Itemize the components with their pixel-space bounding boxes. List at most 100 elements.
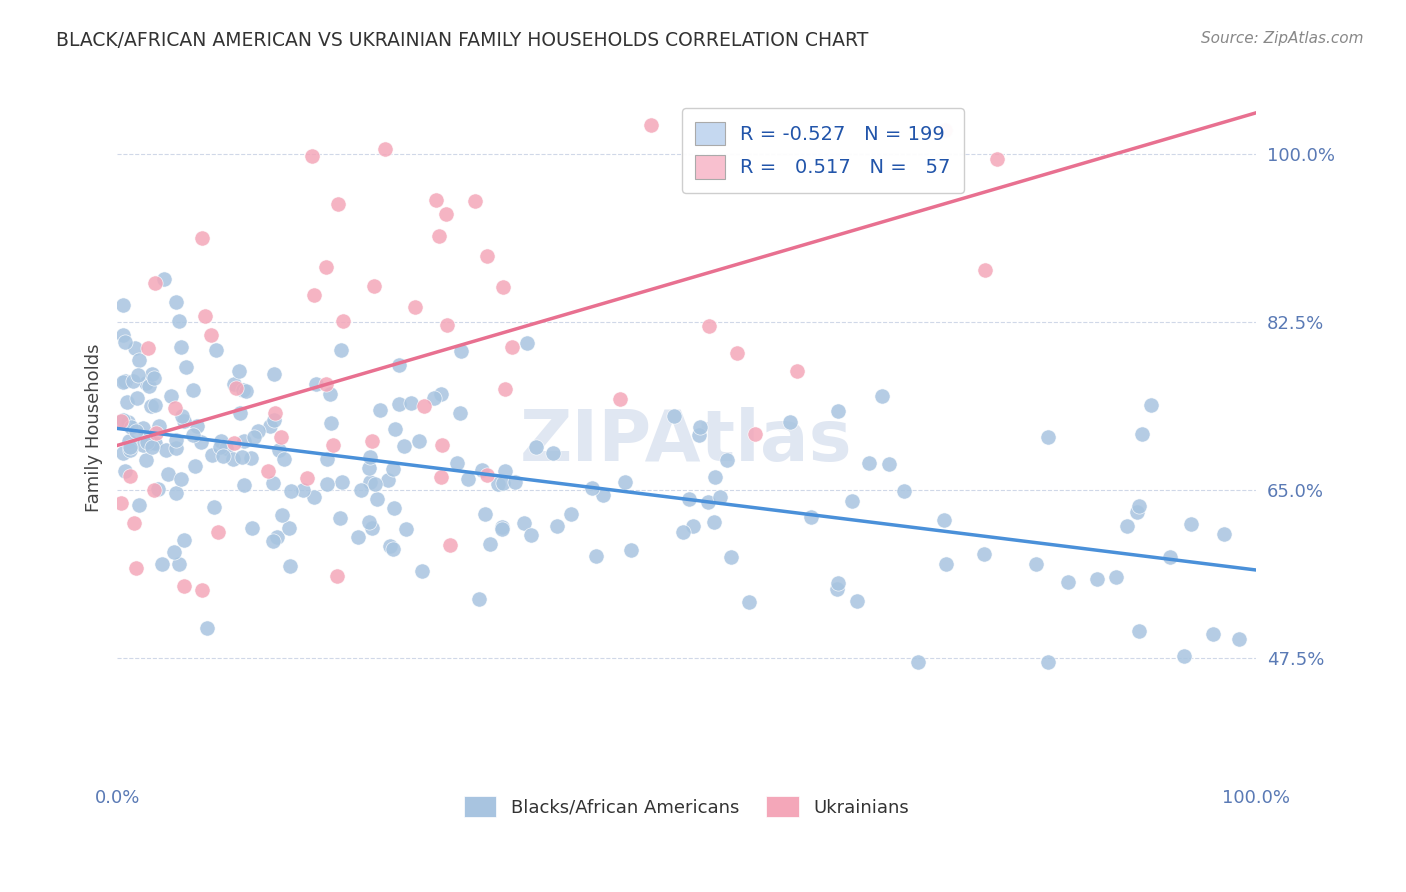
Point <box>263 413 285 427</box>
Point <box>173 579 195 593</box>
Point <box>145 425 167 440</box>
Text: ZIPAtlas: ZIPAtlas <box>520 407 852 476</box>
Point <box>384 422 406 436</box>
Point <box>893 483 915 498</box>
Point <box>146 483 169 497</box>
Point <box>471 462 494 476</box>
Point <box>110 414 132 428</box>
Point <box>800 510 823 524</box>
Point <box>846 594 869 608</box>
Point <box>688 428 710 442</box>
Point <box>1105 570 1128 584</box>
Point <box>366 491 388 506</box>
Point <box>361 521 384 535</box>
Point <box>786 364 808 378</box>
Point <box>143 370 166 384</box>
Point <box>122 516 145 530</box>
Point <box>165 433 187 447</box>
Point <box>143 398 166 412</box>
Point <box>491 522 513 536</box>
Point <box>263 406 285 420</box>
Point <box>450 343 472 358</box>
Point <box>427 229 450 244</box>
Point <box>125 424 148 438</box>
Point <box>120 420 142 434</box>
Point <box>368 402 391 417</box>
Point <box>319 416 342 430</box>
Point <box>1140 398 1163 412</box>
Point <box>872 389 894 403</box>
Point <box>474 507 496 521</box>
Point <box>513 516 536 531</box>
Point <box>315 260 337 274</box>
Point <box>135 453 157 467</box>
Point <box>170 473 193 487</box>
Point <box>682 518 704 533</box>
Point <box>516 336 538 351</box>
Point <box>190 231 212 245</box>
Point <box>186 418 208 433</box>
Point <box>374 142 396 156</box>
Point <box>114 375 136 389</box>
Point <box>1159 549 1181 564</box>
Point <box>716 453 738 467</box>
Point <box>228 364 250 378</box>
Point <box>446 456 468 470</box>
Point <box>720 550 742 565</box>
Point <box>592 488 614 502</box>
Point <box>111 328 134 343</box>
Point <box>117 395 139 409</box>
Point <box>181 428 204 442</box>
Point <box>277 521 299 535</box>
Point <box>128 499 150 513</box>
Point <box>935 557 957 571</box>
Point <box>318 386 340 401</box>
Point <box>359 475 381 489</box>
Point <box>432 438 454 452</box>
Point <box>1116 519 1139 533</box>
Point <box>170 340 193 354</box>
Text: BLACK/AFRICAN AMERICAN VS UKRAINIAN FAMILY HOUSEHOLDS CORRELATION CHART: BLACK/AFRICAN AMERICAN VS UKRAINIAN FAMI… <box>56 31 869 50</box>
Point <box>359 450 381 465</box>
Point <box>246 424 269 438</box>
Point <box>492 475 515 490</box>
Point <box>111 413 134 427</box>
Point <box>439 538 461 552</box>
Point <box>382 500 405 515</box>
Point <box>136 434 159 449</box>
Point <box>163 401 186 415</box>
Point <box>301 149 323 163</box>
Point <box>201 448 224 462</box>
Point <box>404 300 426 314</box>
Point <box>143 276 166 290</box>
Point <box>302 288 325 302</box>
Point <box>259 419 281 434</box>
Point <box>399 396 422 410</box>
Point <box>430 387 453 401</box>
Point <box>1128 499 1150 513</box>
Point <box>110 496 132 510</box>
Point <box>118 469 141 483</box>
Point <box>411 564 433 578</box>
Point <box>907 656 929 670</box>
Point <box>725 346 748 360</box>
Point <box>457 472 479 486</box>
Point <box>524 440 547 454</box>
Point <box>678 491 700 506</box>
Point <box>173 533 195 547</box>
Point <box>117 415 139 429</box>
Point <box>122 375 145 389</box>
Point <box>744 426 766 441</box>
Point <box>501 341 523 355</box>
Point <box>240 520 263 534</box>
Point <box>478 536 501 550</box>
Point <box>388 358 411 372</box>
Point <box>378 540 401 554</box>
Point <box>703 515 725 529</box>
Point <box>664 409 686 424</box>
Point <box>609 392 631 407</box>
Point <box>330 475 353 490</box>
Point <box>174 360 197 375</box>
Point <box>546 519 568 533</box>
Point <box>291 483 314 497</box>
